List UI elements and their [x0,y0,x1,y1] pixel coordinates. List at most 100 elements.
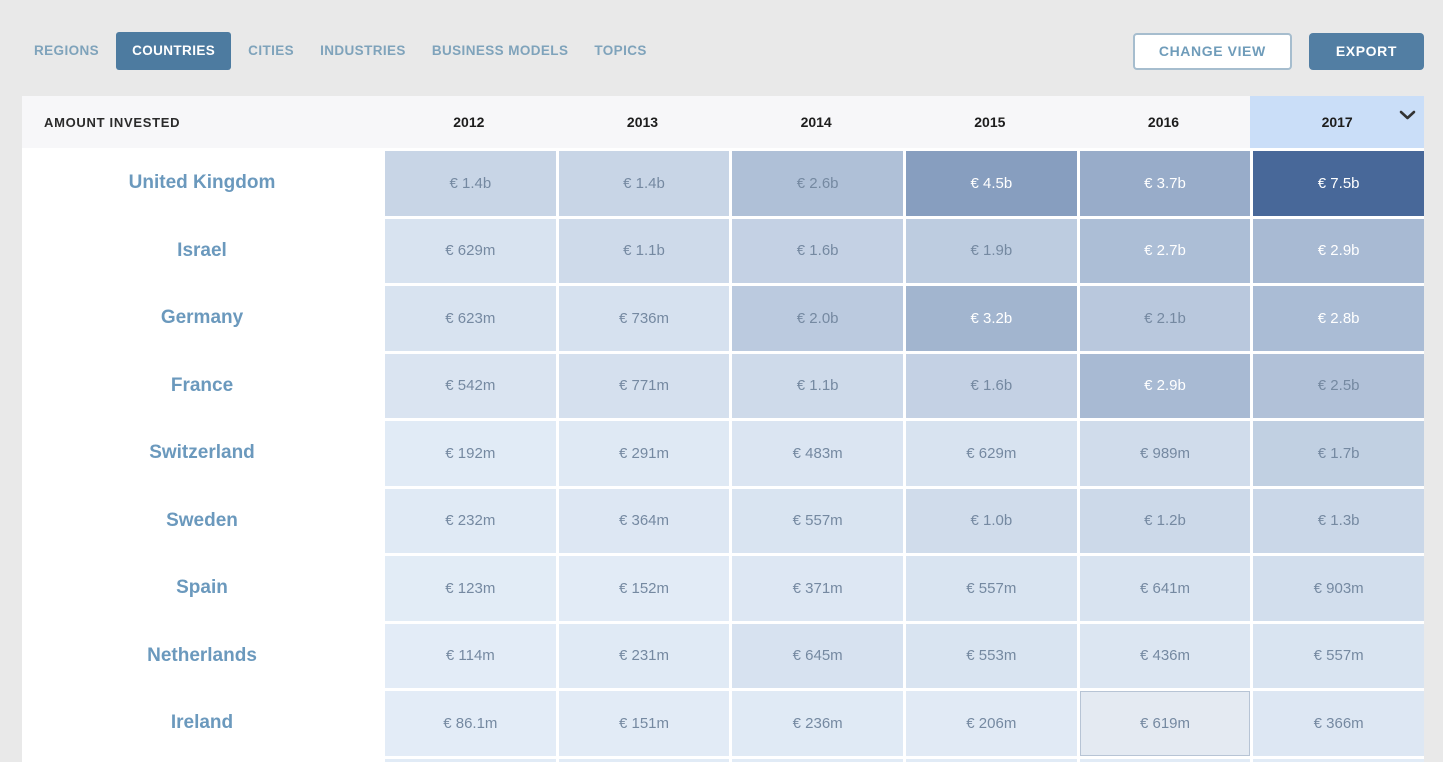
year-header-2017-selected[interactable]: 2017 [1250,96,1424,148]
year-header-2013[interactable]: 2013 [626,114,659,130]
tab-business-models[interactable]: BUSINESS MODELS [431,43,569,58]
tab-topics[interactable]: TOPICS [594,43,647,58]
amount-cell[interactable]: € 192m [385,421,556,486]
amount-cell[interactable]: € 1.6b [906,353,1077,418]
amount-cell[interactable]: € 3.2b [906,286,1077,351]
year-header-2016[interactable]: 2016 [1147,114,1180,130]
amount-cell [385,758,556,762]
amount-cell[interactable]: € 366m [1253,691,1424,756]
amount-cell[interactable]: € 2.9b [1079,353,1251,418]
amount-cell [906,758,1077,762]
year-header-2015[interactable]: 2015 [974,114,1006,130]
amount-cell[interactable]: € 371m [732,556,903,621]
amount-cell[interactable]: € 291m [558,421,730,486]
amount-cell[interactable]: € 236m [732,691,903,756]
amount-cell [1079,758,1251,762]
amount-cell[interactable]: € 2.1b [1079,286,1251,351]
amount-cell[interactable]: € 2.8b [1253,286,1424,351]
amount-cell[interactable]: € 989m [1079,421,1251,486]
country-label[interactable]: Spain [22,556,382,621]
amount-cell[interactable]: € 542m [385,353,556,418]
country-label[interactable]: Switzerland [22,421,382,486]
amount-cell[interactable]: € 1.1b [558,218,730,283]
toolbar: REGIONS COUNTRIES CITIES INDUSTRIES BUSI… [0,0,1443,70]
amount-cell[interactable]: € 557m [906,556,1077,621]
table-row: Netherlands € 114m € 231m € 645m € 553m € 436… [22,623,1424,688]
amount-cell[interactable]: € 1.0b [906,488,1077,553]
amount-cell[interactable]: € 2.6b [732,151,903,216]
amount-cell[interactable]: € 1.3b [1253,488,1424,553]
table-body: United Kingdom € 1.4b € 1.4b € 2.6b € 4.5b € … [22,148,1424,762]
amount-cell[interactable]: € 1.2b [1079,488,1251,553]
view-tabs: REGIONS COUNTRIES CITIES INDUSTRIES BUSI… [34,32,647,70]
amount-cell[interactable]: € 2.5b [1253,353,1424,418]
table-row: Israel € 629m € 1.1b € 1.6b € 1.9b € 2.7b € 2.… [22,218,1424,283]
amount-cell[interactable]: € 1.4b [558,151,730,216]
amount-cell[interactable]: € 1.6b [732,218,903,283]
table-row: Switzerland € 192m € 291m € 483m € 629m € 989… [22,421,1424,486]
amount-cell[interactable]: € 4.5b [906,151,1077,216]
amount-invested-header: AMOUNT INVESTED [44,114,181,130]
amount-cell[interactable]: € 623m [385,286,556,351]
country-label[interactable]: France [22,353,382,418]
amount-cell[interactable]: € 483m [732,421,903,486]
amount-cell[interactable]: € 557m [732,488,903,553]
amount-cell[interactable]: € 736m [558,286,730,351]
amount-cell[interactable]: € 436m [1079,623,1251,688]
amount-cell[interactable]: € 771m [558,353,730,418]
table-row: France € 542m € 771m € 1.1b € 1.6b € 2.9b € 2.… [22,353,1424,418]
table-row: Ireland € 86.1m € 151m € 236m € 206m € 619m € … [22,691,1424,756]
amount-cell[interactable]: € 903m [1253,556,1424,621]
year-header-2012[interactable]: 2012 [453,114,485,130]
amount-cell[interactable]: € 1.7b [1253,421,1424,486]
tab-regions[interactable]: REGIONS [34,43,100,58]
amount-cell [732,758,903,762]
tab-countries[interactable]: COUNTRIES [116,32,232,70]
year-header-2014[interactable]: 2014 [800,114,832,130]
country-label[interactable]: Israel [22,218,382,283]
amount-cell[interactable]: € 2.0b [732,286,903,351]
country-label[interactable]: Netherlands [22,623,382,688]
amount-cell[interactable]: € 645m [732,623,903,688]
amount-cell[interactable]: € 2.9b [1253,218,1424,283]
table-row-partial [22,758,1424,762]
amount-cell[interactable]: € 2.7b [1079,218,1251,283]
year-header-label: 2017 [1321,114,1353,130]
table-row: Germany € 623m € 736m € 2.0b € 3.2b € 2.1b € 2… [22,286,1424,351]
export-button[interactable]: EXPORT [1308,32,1424,70]
change-view-button[interactable]: CHANGE VIEW [1132,32,1292,70]
amount-cell[interactable]: € 619m [1079,691,1251,756]
amount-cell[interactable]: € 86.1m [385,691,556,756]
amount-cell[interactable]: € 123m [385,556,556,621]
amount-cell[interactable]: € 641m [1079,556,1251,621]
amount-cell[interactable]: € 364m [558,488,730,553]
amount-cell[interactable]: € 629m [385,218,556,283]
amount-cell[interactable]: € 1.9b [906,218,1077,283]
amount-cell[interactable]: € 232m [385,488,556,553]
country-label[interactable]: United Kingdom [22,151,382,216]
amount-cell[interactable]: € 151m [558,691,730,756]
amount-cell[interactable]: € 206m [906,691,1077,756]
amount-cell [1253,758,1424,762]
toolbar-actions: CHANGE VIEW EXPORT [1132,32,1424,70]
amount-cell[interactable]: € 629m [906,421,1077,486]
amount-cell[interactable]: € 152m [558,556,730,621]
amount-cell[interactable]: € 114m [385,623,556,688]
table-row: Sweden € 232m € 364m € 557m € 1.0b € 1.2b € 1.… [22,488,1424,553]
country-label [22,758,382,762]
amount-cell[interactable]: € 231m [558,623,730,688]
table-header-row: AMOUNT INVESTED 2012 2013 2014 2015 2016… [22,96,1424,148]
tab-cities[interactable]: CITIES [248,43,295,58]
amount-cell[interactable]: € 1.1b [732,353,903,418]
amount-cell[interactable]: € 553m [906,623,1077,688]
chevron-down-icon [1399,110,1416,121]
tab-industries[interactable]: INDUSTRIES [320,43,406,58]
country-label[interactable]: Germany [22,286,382,351]
country-label[interactable]: Ireland [22,691,382,756]
amount-cell[interactable]: € 557m [1253,623,1424,688]
amount-cell[interactable]: € 1.4b [385,151,556,216]
amount-cell[interactable]: € 3.7b [1079,151,1251,216]
investment-heatmap-table: AMOUNT INVESTED 2012 2013 2014 2015 2016… [22,96,1424,762]
country-label[interactable]: Sweden [22,488,382,553]
amount-cell[interactable]: € 7.5b [1253,151,1424,216]
